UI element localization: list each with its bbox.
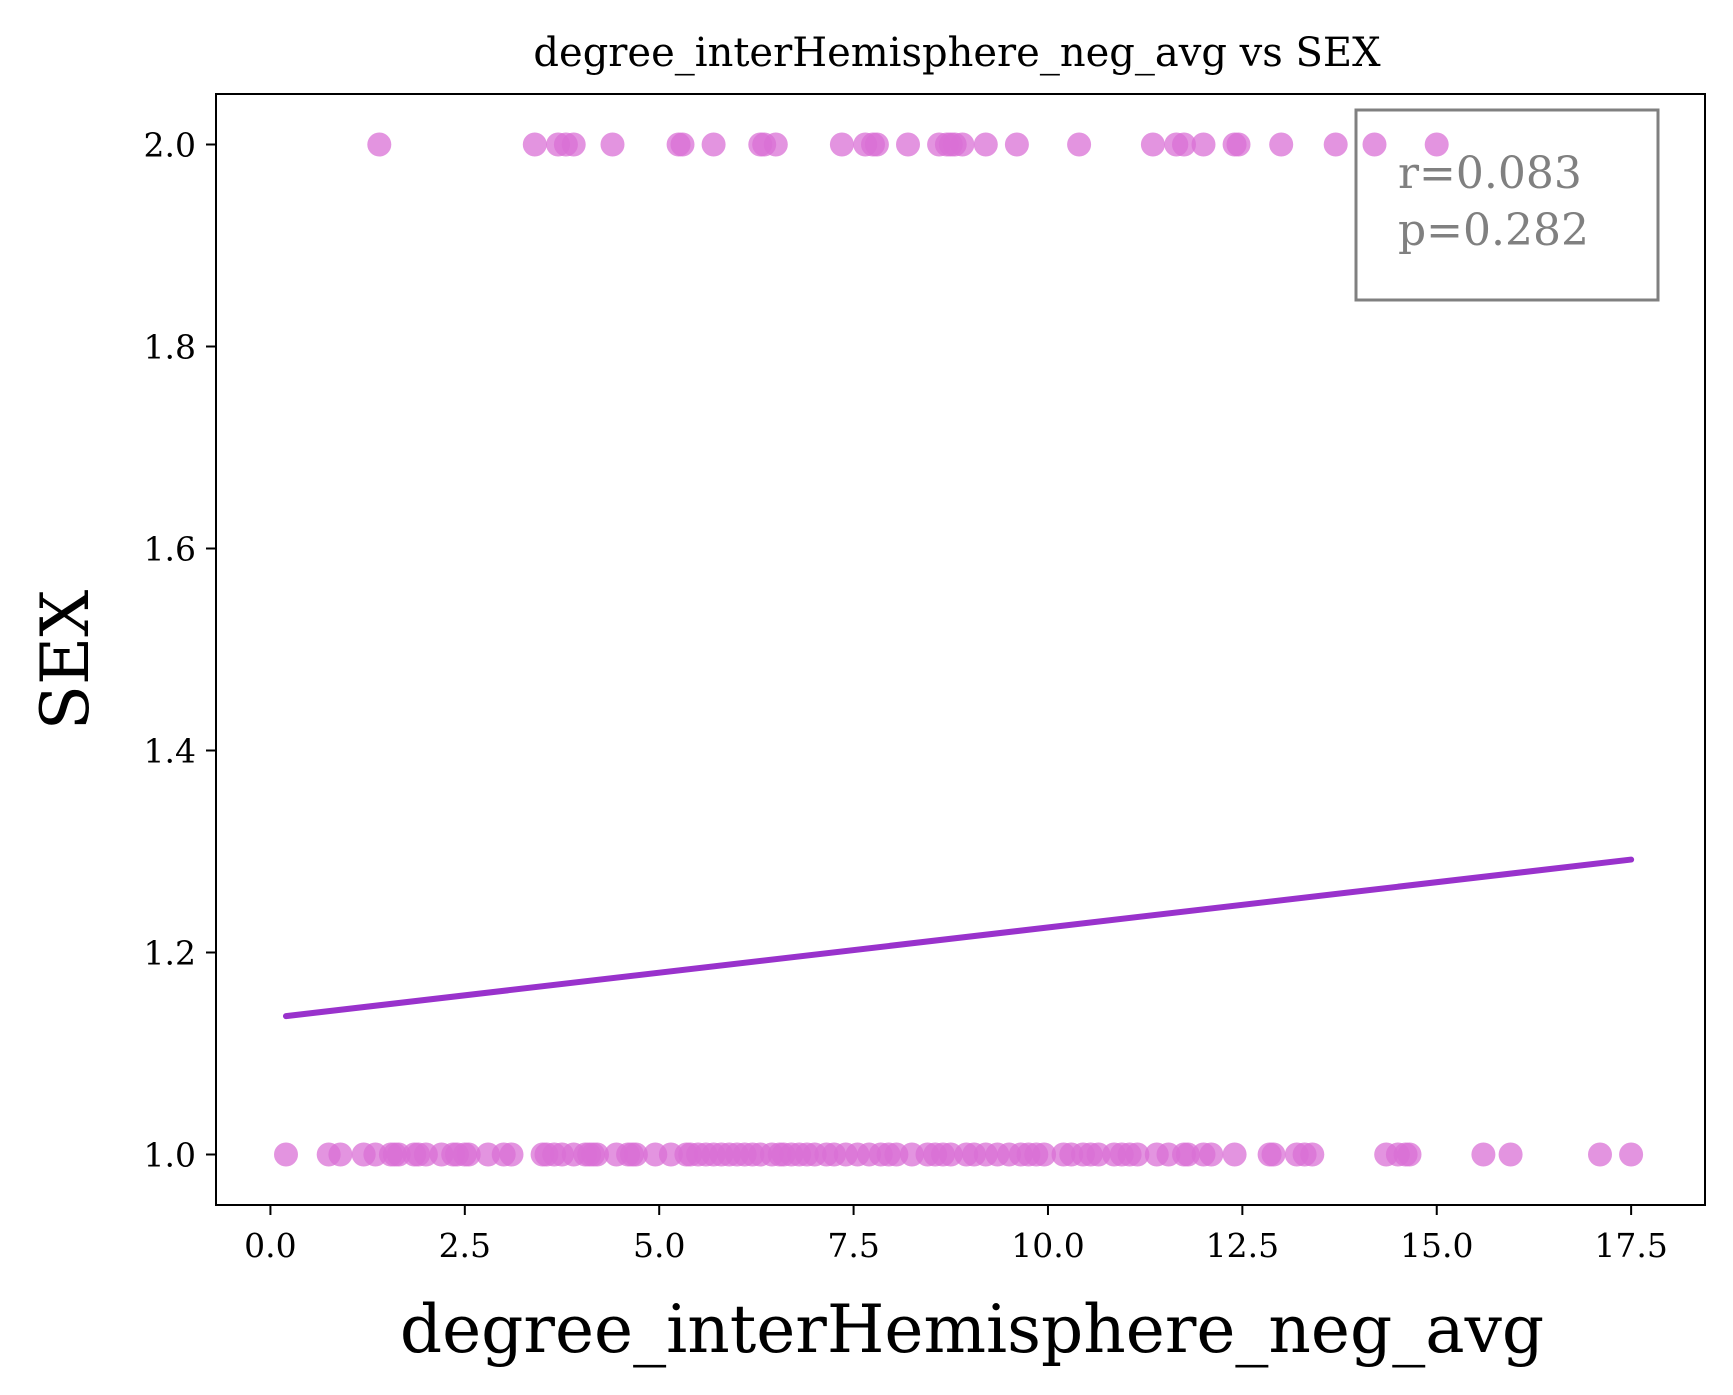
data-point bbox=[1004, 132, 1029, 157]
chart-title: degree_interHemisphere_neg_avg vs SEX bbox=[533, 30, 1381, 76]
data-point bbox=[600, 132, 625, 157]
data-point bbox=[1323, 132, 1348, 157]
y-tick-label: 2.0 bbox=[144, 126, 196, 165]
stats-annotation: r=0.083 p=0.282 bbox=[1354, 108, 1660, 302]
x-axis-ticks: 0.0 2.5 5.0 7.5 10.0 12.5 15.0 17.5 bbox=[244, 1205, 1668, 1265]
x-tick-label: 7.5 bbox=[827, 1226, 879, 1265]
data-point bbox=[1191, 132, 1216, 157]
y-tick-label: 1.6 bbox=[144, 530, 196, 569]
data-point bbox=[1588, 1142, 1612, 1167]
points-layer bbox=[274, 132, 1644, 1167]
data-point bbox=[829, 132, 854, 157]
data-point bbox=[864, 132, 889, 157]
data-point bbox=[561, 132, 586, 157]
data-point bbox=[623, 1142, 648, 1167]
data-point bbox=[1199, 1142, 1224, 1167]
data-point bbox=[670, 132, 695, 157]
data-point bbox=[1172, 132, 1196, 157]
data-point bbox=[701, 132, 726, 157]
data-point bbox=[950, 132, 975, 157]
y-tick-label: 1.2 bbox=[144, 934, 196, 973]
x-tick-label: 12.5 bbox=[1206, 1226, 1279, 1265]
y-tick-label: 1.4 bbox=[144, 732, 196, 771]
stats-annotation-box bbox=[1354, 108, 1660, 302]
y-axis-label: SEX bbox=[27, 590, 104, 730]
data-point bbox=[1471, 1142, 1496, 1167]
data-point bbox=[328, 1142, 353, 1167]
x-tick-label: 0.0 bbox=[244, 1226, 296, 1265]
x-tick-label: 17.5 bbox=[1594, 1226, 1667, 1265]
data-point bbox=[1619, 1142, 1644, 1167]
data-point bbox=[1362, 132, 1387, 157]
plot-frame bbox=[215, 93, 1706, 1206]
data-point bbox=[499, 1142, 524, 1167]
data-point bbox=[896, 132, 920, 157]
data-point bbox=[1140, 132, 1165, 157]
data-point bbox=[1032, 1142, 1057, 1167]
data-point bbox=[1226, 132, 1251, 157]
x-tick-label: 15.0 bbox=[1400, 1226, 1473, 1265]
data-point bbox=[1222, 1142, 1247, 1167]
data-point bbox=[1397, 1142, 1422, 1167]
data-point bbox=[585, 1142, 609, 1167]
stats-p-value: p=0.282 bbox=[1398, 205, 1589, 256]
y-axis-ticks: 1.0 1.2 1.4 1.6 1.8 2.0 bbox=[144, 126, 216, 1175]
data-point bbox=[1269, 132, 1294, 157]
y-tick-label: 1.0 bbox=[144, 1136, 196, 1175]
data-point bbox=[1125, 1142, 1150, 1167]
data-point bbox=[1067, 132, 1092, 157]
x-tick-label: 10.0 bbox=[1011, 1226, 1084, 1265]
regression-layer bbox=[282, 856, 1635, 1020]
data-point bbox=[456, 1142, 481, 1167]
data-point bbox=[1424, 132, 1449, 157]
data-point bbox=[274, 1142, 298, 1167]
data-point bbox=[1498, 1142, 1523, 1167]
x-axis-label: degree_interHemisphere_neg_avg bbox=[400, 1291, 1544, 1368]
data-point bbox=[1300, 1142, 1325, 1167]
stats-r-value: r=0.083 bbox=[1398, 148, 1582, 199]
x-tick-label: 5.0 bbox=[633, 1226, 685, 1265]
y-tick-label: 1.8 bbox=[144, 328, 196, 367]
data-point bbox=[1261, 1142, 1286, 1167]
x-tick-label: 2.5 bbox=[439, 1226, 491, 1265]
data-point bbox=[522, 132, 547, 157]
regression-line bbox=[282, 856, 1635, 1020]
data-point bbox=[367, 132, 392, 157]
data-point bbox=[973, 132, 998, 157]
data-point bbox=[763, 132, 788, 157]
